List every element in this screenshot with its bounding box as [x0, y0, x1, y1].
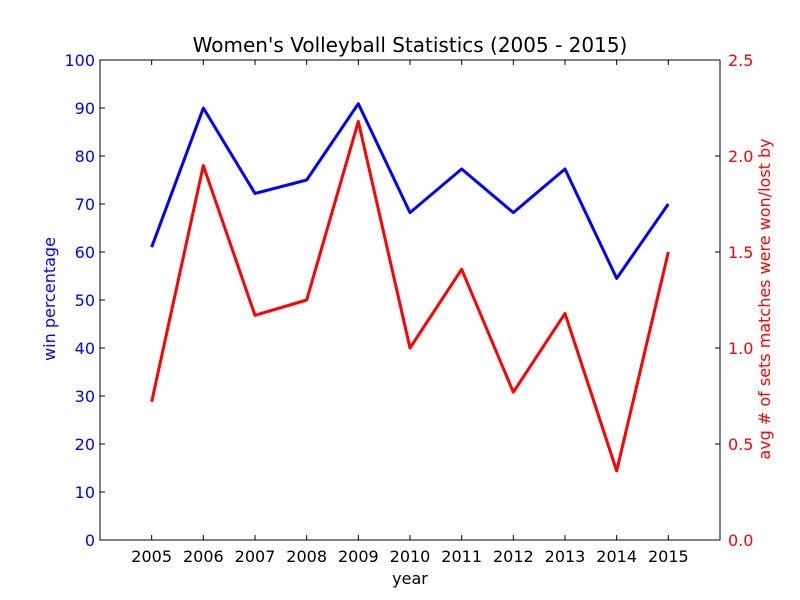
- y-left-tick-label: 0: [85, 531, 95, 550]
- x-tick-label: 2006: [183, 547, 224, 566]
- y-axis-left-label: win percentage: [40, 237, 59, 361]
- x-tick-label: 2012: [493, 547, 534, 566]
- y-right-tick-label: 2.5: [728, 51, 753, 70]
- series-line-sets-margin: [150, 119, 670, 473]
- y-left-tick-label: 60: [75, 243, 95, 262]
- chart-title: Women's Volleyball Statistics (2005 - 20…: [193, 33, 628, 57]
- y-left-tick-label: 30: [75, 387, 95, 406]
- x-axis-label: year: [392, 569, 428, 588]
- series-line-win-percentage: [150, 102, 670, 280]
- y-right-tick-label: 2.0: [728, 147, 753, 166]
- y-right-tick-label: 0.0: [728, 531, 753, 550]
- y-left-tick-label: 40: [75, 339, 95, 358]
- y-left-tick-label: 10: [75, 483, 95, 502]
- x-tick-label: 2014: [596, 547, 637, 566]
- y-right-tick-label: 1.0: [728, 339, 753, 358]
- x-tick-label: 2005: [131, 547, 172, 566]
- plot-layer: [150, 102, 670, 473]
- x-tick-label: 2013: [545, 547, 586, 566]
- y-left-tick-label: 80: [75, 147, 95, 166]
- y-axis-right-label: avg # of sets matches were won/lost by: [755, 138, 774, 459]
- y-left-tick-label: 20: [75, 435, 95, 454]
- x-tick-label: 2011: [441, 547, 482, 566]
- x-tick-label: 2008: [286, 547, 327, 566]
- x-tick-label: 2015: [648, 547, 689, 566]
- y-left-tick-label: 70: [75, 195, 95, 214]
- y-left-tick-label: 90: [75, 99, 95, 118]
- y-left-tick-label: 50: [75, 291, 95, 310]
- axes-layer: 2005 2006 2007 2008 2009 2010 2011 2012 2013 2014…: [64, 51, 753, 566]
- x-tick-label: 2009: [338, 547, 379, 566]
- y-left-tick-label: 100: [64, 51, 95, 70]
- y-right-tick-label: 1.5: [728, 243, 753, 262]
- x-tick-label: 2007: [235, 547, 276, 566]
- y-right-tick-label: 0.5: [728, 435, 753, 454]
- x-tick-label: 2010: [390, 547, 431, 566]
